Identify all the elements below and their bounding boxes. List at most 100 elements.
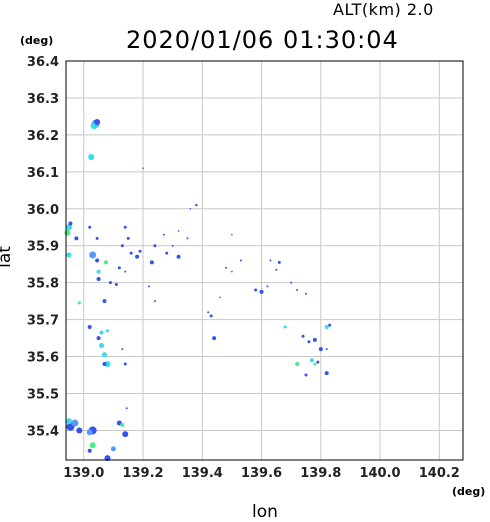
echo-point <box>313 362 317 366</box>
echo-point <box>212 336 217 341</box>
echo-point <box>266 285 269 288</box>
echo-point <box>68 221 73 226</box>
echo-point <box>64 229 71 236</box>
echo-point <box>123 225 127 229</box>
echo-point <box>99 342 105 348</box>
y-axis-unit: (deg) <box>20 34 54 47</box>
echo-point <box>325 348 328 351</box>
echo-point <box>316 360 320 364</box>
echo-point <box>125 407 128 410</box>
echo-point <box>88 225 92 229</box>
echo-point <box>162 233 165 236</box>
echo-point <box>102 352 108 358</box>
y-tick-label: 35.7 <box>27 314 59 329</box>
echo-point <box>108 281 112 285</box>
echo-point <box>309 358 314 363</box>
echo-point <box>105 329 109 333</box>
echo-point <box>120 244 124 248</box>
echo-point <box>254 288 258 292</box>
echo-point <box>102 299 107 304</box>
echo-point <box>207 311 210 314</box>
echo-point <box>74 236 79 241</box>
echo-point <box>239 259 242 262</box>
x-tick-label: 140.2 <box>419 466 460 481</box>
echo-point <box>87 325 92 329</box>
echo-point <box>301 334 305 338</box>
echo-point <box>209 314 213 318</box>
grid-lines <box>66 60 463 460</box>
echo-point <box>312 337 317 342</box>
echo-point <box>307 340 311 344</box>
echo-point <box>71 419 79 427</box>
x-tick-label: 139.0 <box>63 466 104 481</box>
plot-frame <box>65 60 464 461</box>
echo-point <box>177 230 180 232</box>
echo-point <box>295 361 300 366</box>
echo-point <box>153 244 157 248</box>
echo-point <box>117 266 121 270</box>
echo-point <box>94 118 101 125</box>
y-tick-label: 35.4 <box>27 424 59 439</box>
echo-point <box>126 236 130 240</box>
echo-point <box>189 207 192 210</box>
chart-title-datetime: 2020/01/06 01:30:04 <box>126 26 399 54</box>
x-axis-label: lon <box>252 502 278 522</box>
echo-point <box>165 251 169 255</box>
echo-point <box>76 427 83 434</box>
x-tick-label: 139.4 <box>182 466 223 481</box>
echo-point <box>129 251 133 255</box>
echo-point <box>269 259 272 262</box>
echo-point <box>149 260 154 265</box>
x-tick-label: 140.0 <box>359 466 400 481</box>
echo-point <box>277 260 281 264</box>
echo-point <box>138 249 142 253</box>
y-tick-label: 35.8 <box>27 277 59 292</box>
echo-point <box>186 237 189 240</box>
echo-point <box>304 373 308 377</box>
echo-point <box>219 296 221 299</box>
echo-point <box>66 252 72 258</box>
y-tick-label: 36.1 <box>27 166 59 181</box>
echo-point <box>89 442 96 449</box>
x-tick-label: 139.6 <box>241 466 282 481</box>
echo-point <box>96 336 101 341</box>
echo-point <box>283 325 287 329</box>
echo-point <box>171 244 174 247</box>
echo-point <box>114 283 118 287</box>
echo-point <box>120 422 125 427</box>
echo-point <box>195 203 198 207</box>
echo-point <box>99 330 104 335</box>
data-points <box>64 118 332 462</box>
echo-point <box>103 260 108 265</box>
x-axis-unit: (deg) <box>452 485 486 498</box>
echo-point <box>124 270 127 273</box>
echo-point <box>123 362 127 366</box>
x-tick-label: 139.2 <box>122 466 163 481</box>
echo-point <box>142 167 144 169</box>
echo-point <box>224 266 227 269</box>
echo-point <box>318 347 323 352</box>
echo-point <box>328 323 332 327</box>
echo-point <box>95 236 99 240</box>
y-tick-label: 36.3 <box>27 92 59 107</box>
echo-point <box>324 325 329 329</box>
echo-point <box>275 268 278 271</box>
echo-point <box>231 270 233 273</box>
echo-point <box>304 292 307 295</box>
y-tick-label: 35.5 <box>27 388 59 403</box>
echo-point <box>259 289 264 294</box>
echo-point <box>87 448 92 453</box>
echo-point <box>296 289 299 292</box>
echo-point <box>104 360 111 367</box>
echo-point <box>176 254 181 259</box>
y-tick-label: 36.4 <box>27 55 59 70</box>
echo-point <box>77 301 81 305</box>
y-tick-label: 35.9 <box>27 240 59 255</box>
echo-point <box>153 300 156 303</box>
y-tick-labels: 35.4 35.5 35.6 35.7 35.8 35.9 36.0 36.1 36.2 36.3… <box>27 55 59 439</box>
y-tick-label: 36.0 <box>27 203 59 218</box>
echo-point <box>96 276 101 281</box>
echo-point <box>96 269 101 274</box>
echo-point <box>110 446 116 452</box>
